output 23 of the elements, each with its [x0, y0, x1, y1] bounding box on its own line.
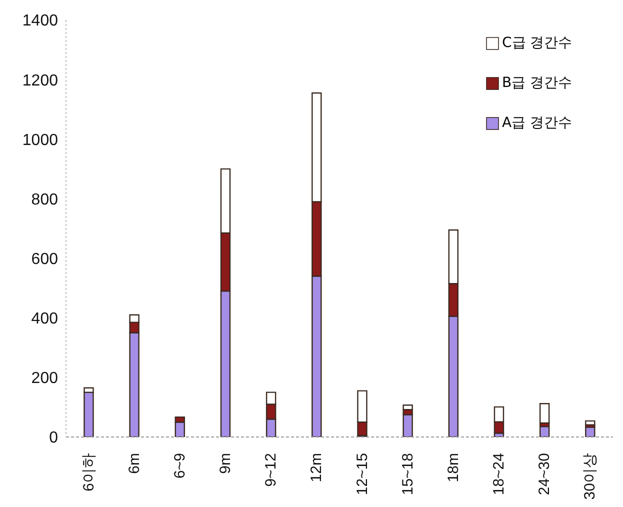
y-tick-label: 1000	[22, 132, 58, 149]
x-tick-label: 6이하	[80, 453, 98, 492]
legend-label: A급 경간수	[502, 114, 572, 132]
y-tick-label: 1200	[22, 72, 58, 90]
x-tick-label: 15~18	[399, 453, 416, 496]
x-tick-label: 12~15	[354, 453, 371, 496]
x-tick-label: 30이상	[582, 453, 599, 500]
y-tick-label: 200	[31, 370, 58, 388]
x-tick-label: 6~9	[171, 453, 188, 478]
y-tick-label: 0	[49, 430, 58, 447]
y-tick-label: 400	[31, 310, 58, 328]
y-tick-label: 1400	[22, 12, 58, 30]
legend-label: B급 경간수	[502, 74, 572, 92]
x-tick-label: 9~12	[262, 453, 280, 487]
x-tick-label: 6m	[126, 453, 143, 474]
x-tick-label: 12m	[308, 453, 326, 482]
x-tick-label: 18~24	[490, 453, 508, 496]
y-tick-label: 600	[31, 250, 58, 268]
x-tick-label: 9m	[217, 453, 234, 474]
legend-label: C급 경간수	[502, 34, 572, 52]
y-tick-label: 800	[31, 191, 58, 208]
x-tick-label: 24~30	[536, 453, 554, 496]
x-tick-label: 18m	[444, 453, 462, 482]
